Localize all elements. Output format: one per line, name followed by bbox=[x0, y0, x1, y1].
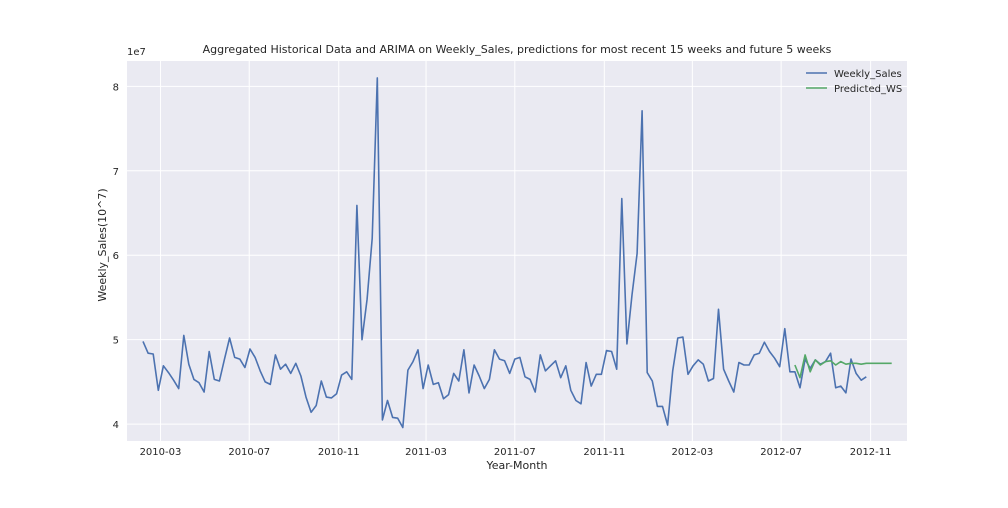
x-tick-label: 2012-03 bbox=[671, 447, 713, 458]
legend-label: Weekly_Sales bbox=[834, 69, 902, 80]
x-tick-label: 2010-11 bbox=[318, 447, 360, 458]
series-line-weekly-sales bbox=[142, 77, 867, 429]
y-offset-label: 1e7 bbox=[127, 47, 146, 58]
legend-label: Predicted_WS bbox=[834, 84, 902, 95]
y-axis-label: Weekly_Sales(10^7) bbox=[96, 188, 109, 301]
plot-area bbox=[127, 61, 907, 441]
grid-lines bbox=[127, 61, 907, 441]
x-tick-label: 2011-11 bbox=[583, 447, 625, 458]
series-lines bbox=[142, 77, 892, 429]
x-tick-label: 2011-03 bbox=[405, 447, 447, 458]
x-tick-label: 2012-07 bbox=[760, 447, 802, 458]
y-tick-label: 4 bbox=[113, 420, 119, 431]
x-tick-label: 2012-11 bbox=[850, 447, 892, 458]
chart-title: Aggregated Historical Data and ARIMA on … bbox=[203, 43, 832, 56]
series-line-predicted-ws bbox=[794, 354, 892, 379]
x-tick-label: 2010-03 bbox=[140, 447, 182, 458]
x-tick-label: 2011-07 bbox=[494, 447, 536, 458]
y-tick-label: 7 bbox=[113, 167, 119, 178]
legend: Weekly_Sales Predicted_WS bbox=[806, 69, 902, 95]
x-axis-label: Year-Month bbox=[485, 459, 547, 472]
axis-ticks: 2010-03 2010-07 2010-11 2011-03 2011-07 2011-… bbox=[113, 82, 892, 458]
y-tick-label: 8 bbox=[113, 82, 119, 93]
y-tick-label: 5 bbox=[113, 336, 119, 347]
x-tick-label: 2010-07 bbox=[228, 447, 270, 458]
y-tick-label: 6 bbox=[113, 251, 119, 262]
